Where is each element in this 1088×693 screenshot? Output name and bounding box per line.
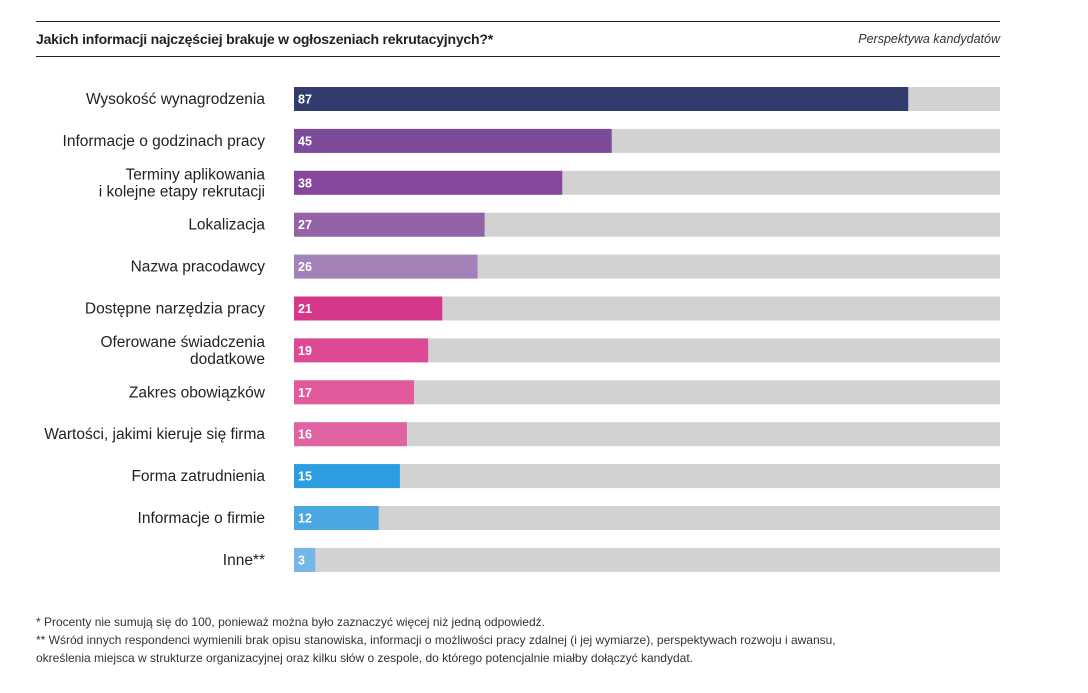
bar-2 <box>294 128 612 153</box>
footnote-2: ** Wśród innych respondenci wymienili br… <box>36 631 836 667</box>
bar-6 <box>294 296 443 321</box>
value-label: 12 <box>298 512 312 526</box>
category-label: Nazwa pracodawcy <box>131 259 266 276</box>
footnote-2-line-2: określenia miejsca w strukturze organiza… <box>36 651 693 665</box>
bar-7 <box>294 338 429 363</box>
bar-9 <box>294 422 407 447</box>
bar-chart: 87 Wysokość wynagrodzenia 45 Informacje o g… <box>44 87 1000 572</box>
value-label: 19 <box>298 344 312 358</box>
value-label: 87 <box>298 93 312 107</box>
bar-track <box>294 506 1000 530</box>
value-label: 27 <box>298 218 312 232</box>
value-label: 17 <box>298 386 312 400</box>
header-rule <box>36 56 1000 57</box>
category-label: dodatkowe <box>190 351 265 368</box>
bar-8 <box>294 380 415 405</box>
category-label: Wysokość wynagrodzenia <box>86 91 265 108</box>
category-label: Terminy aplikowania <box>125 166 265 183</box>
value-label: 16 <box>298 428 312 442</box>
value-label: 3 <box>298 553 305 567</box>
category-label: Forma zatrudnienia <box>131 468 265 485</box>
category-label: i kolejne etapy rekrutacji <box>99 183 265 200</box>
category-label: Lokalizacja <box>188 217 265 234</box>
category-label: Zakres obowiązków <box>129 384 266 401</box>
chart-subtitle: Perspektywa kandydatów <box>858 32 1000 46</box>
chart-title: Jakich informacji najczęściej brakuje w … <box>36 31 493 47</box>
bar-track <box>294 547 1000 572</box>
value-label: 21 <box>298 302 312 316</box>
footnote-1: * Procenty nie sumują się do 100, poniew… <box>36 615 545 629</box>
category-label: Oferowane świadczenia <box>100 334 265 351</box>
category-label: Informacje o firmie <box>138 510 265 527</box>
bar-5 <box>294 254 478 279</box>
bar-10 <box>294 464 400 489</box>
bar-12 <box>294 547 316 572</box>
value-label: 38 <box>298 176 312 190</box>
bar-track <box>294 422 1000 447</box>
category-label: Informacje o godzinach pracy <box>63 133 266 150</box>
category-label: Dostępne narzędzia pracy <box>85 301 265 318</box>
footnote-2-line-1: ** Wśród innych respondenci wymienili br… <box>36 633 836 647</box>
value-label: 26 <box>298 260 312 274</box>
category-label: Wartości, jakimi kieruje się firma <box>44 426 265 443</box>
top-rule <box>36 21 1000 22</box>
value-label: 45 <box>298 134 312 148</box>
value-label: 15 <box>298 470 312 484</box>
bar-1 <box>294 87 909 111</box>
bar-4 <box>294 212 485 237</box>
bar-11 <box>294 506 379 530</box>
bar-3 <box>294 170 563 195</box>
category-label: Inne** <box>223 552 265 569</box>
bar-track <box>294 464 1000 489</box>
